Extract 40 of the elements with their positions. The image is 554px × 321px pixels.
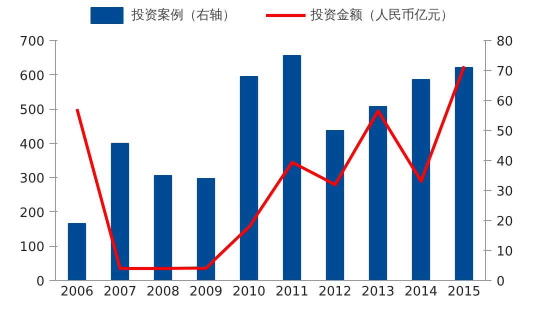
y2-tick-label: 40: [496, 154, 514, 170]
x-tick-label: 2010: [232, 284, 266, 300]
legend-label: 投资金额（人民币亿元）: [310, 7, 454, 24]
bar: [412, 79, 430, 280]
x-tick-label: 2011: [275, 284, 309, 300]
y-tick-label: 100: [20, 240, 45, 256]
bar: [240, 76, 258, 280]
bar: [326, 130, 344, 280]
x-tick-label: 2015: [447, 284, 481, 300]
y-tick-label: 400: [20, 137, 45, 152]
y-tick-label: 700: [20, 34, 45, 50]
x-tick-label: 2009: [189, 284, 223, 300]
y-tick-label: 300: [20, 172, 45, 187]
bar: [368, 106, 388, 280]
y2-tick-label: 70: [496, 64, 514, 80]
bar: [196, 178, 216, 280]
bar: [282, 55, 302, 280]
bar: [110, 142, 130, 280]
bar: [454, 67, 474, 280]
x-tick-label: 2014: [404, 284, 438, 300]
x-tick-label: 2006: [60, 284, 94, 300]
x-tick-label: 2007: [103, 284, 137, 300]
y-tick-label: 0: [36, 274, 45, 290]
y2-tick-label: 50: [496, 124, 514, 140]
y2-tick-label: 80: [496, 34, 514, 50]
y2-tick-label: 10: [496, 244, 514, 260]
legend-label: 投资案例（右轴）: [132, 7, 236, 24]
bar: [68, 223, 86, 280]
y-tick-label: 200: [20, 206, 45, 221]
y2-tick-label: 30: [496, 184, 514, 200]
x-tick-label: 2012: [318, 284, 352, 300]
x-tick-label: 2008: [146, 284, 180, 300]
x-tick-label: 2013: [361, 284, 395, 300]
y-tick-label: 600: [20, 68, 45, 84]
bar: [154, 175, 172, 280]
line-series: [76, 64, 466, 270]
y2-tick-label: 20: [496, 214, 514, 230]
y2-tick-label: 0: [496, 274, 505, 290]
y-tick-label: 500: [20, 103, 45, 118]
y2-tick-label: 60: [496, 94, 514, 110]
